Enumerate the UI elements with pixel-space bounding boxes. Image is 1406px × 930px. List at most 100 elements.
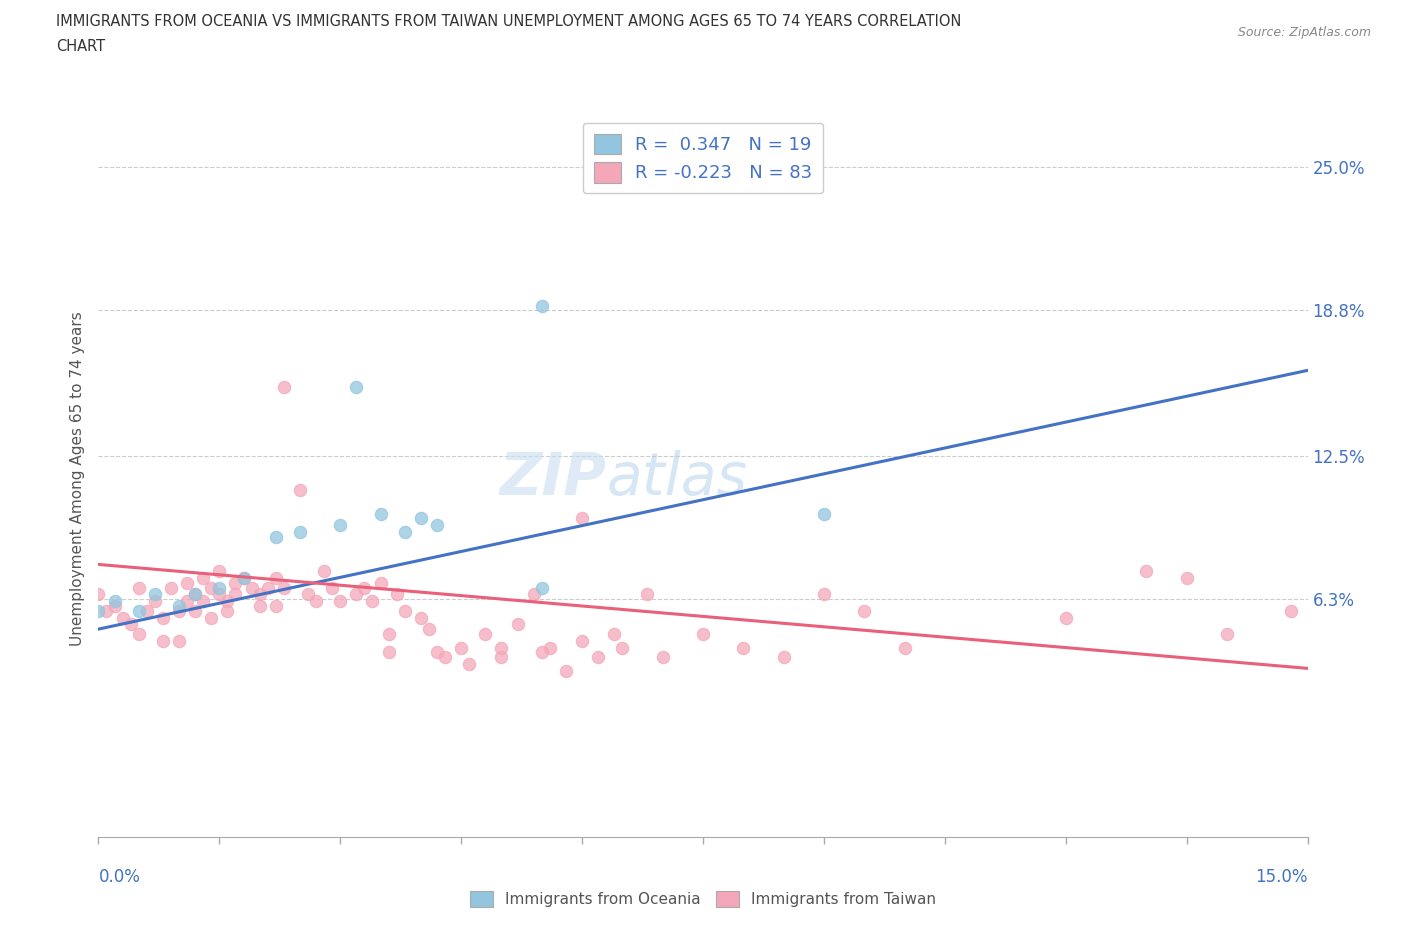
Point <box>87 604 110 618</box>
Point <box>288 525 311 539</box>
Point <box>314 564 336 578</box>
Legend: R =  0.347   N = 19, R = -0.223   N = 83: R = 0.347 N = 19, R = -0.223 N = 83 <box>583 123 823 193</box>
Point <box>264 599 287 614</box>
Point <box>1135 564 1157 578</box>
Point <box>111 610 134 625</box>
Point <box>377 626 399 641</box>
Point <box>530 644 553 659</box>
Point <box>329 594 352 609</box>
Point <box>491 640 513 655</box>
Point <box>152 610 174 625</box>
Point <box>530 299 553 313</box>
Point <box>426 644 449 659</box>
Point <box>176 576 198 591</box>
Point <box>1054 610 1077 625</box>
Y-axis label: Unemployment Among Ages 65 to 74 years: Unemployment Among Ages 65 to 74 years <box>69 312 84 646</box>
Point <box>636 587 658 602</box>
Point <box>208 580 231 595</box>
Point <box>249 599 271 614</box>
Point <box>409 511 432 525</box>
Point <box>344 379 367 394</box>
Legend: Immigrants from Oceania, Immigrants from Taiwan: Immigrants from Oceania, Immigrants from… <box>464 884 942 913</box>
Point <box>200 610 222 625</box>
Point <box>612 640 634 655</box>
Point <box>361 594 384 609</box>
Point <box>297 587 319 602</box>
Point <box>377 644 399 659</box>
Point <box>103 594 125 609</box>
Point <box>853 604 876 618</box>
Point <box>193 571 215 586</box>
Point <box>208 587 231 602</box>
Point <box>217 604 239 618</box>
Point <box>813 587 835 602</box>
Point <box>409 610 432 625</box>
Point <box>651 649 673 664</box>
Point <box>450 640 472 655</box>
Point <box>264 529 287 544</box>
Point <box>506 617 529 631</box>
Point <box>434 649 457 664</box>
Point <box>458 657 481 671</box>
Text: Source: ZipAtlas.com: Source: ZipAtlas.com <box>1237 26 1371 39</box>
Point <box>143 587 166 602</box>
Point <box>603 626 626 641</box>
Point <box>321 580 343 595</box>
Point <box>305 594 328 609</box>
Point <box>586 649 609 664</box>
Point <box>217 594 239 609</box>
Point <box>353 580 375 595</box>
Point <box>167 599 190 614</box>
Point <box>426 518 449 533</box>
Point <box>200 580 222 595</box>
Point <box>288 483 311 498</box>
Point <box>555 663 578 678</box>
Point <box>813 506 835 521</box>
Point <box>273 580 295 595</box>
Point <box>370 576 392 591</box>
Point <box>344 587 367 602</box>
Point <box>160 580 183 595</box>
Point <box>184 604 207 618</box>
Point <box>184 587 207 602</box>
Point <box>733 640 755 655</box>
Point <box>273 379 295 394</box>
Point <box>232 571 254 586</box>
Point <box>176 594 198 609</box>
Point <box>128 580 150 595</box>
Point <box>103 599 125 614</box>
Point <box>167 633 190 648</box>
Point <box>224 576 246 591</box>
Point <box>474 626 496 641</box>
Point <box>87 587 110 602</box>
Point <box>143 594 166 609</box>
Text: IMMIGRANTS FROM OCEANIA VS IMMIGRANTS FROM TAIWAN UNEMPLOYMENT AMONG AGES 65 TO : IMMIGRANTS FROM OCEANIA VS IMMIGRANTS FR… <box>56 14 962 29</box>
Point <box>128 604 150 618</box>
Point <box>530 580 553 595</box>
Text: CHART: CHART <box>56 39 105 54</box>
Point <box>1216 626 1239 641</box>
Point <box>120 617 142 631</box>
Point <box>128 626 150 641</box>
Point <box>249 587 271 602</box>
Point <box>167 604 190 618</box>
Point <box>193 594 215 609</box>
Text: 0.0%: 0.0% <box>98 868 141 885</box>
Point <box>692 626 714 641</box>
Point <box>152 633 174 648</box>
Point <box>96 604 118 618</box>
Point <box>208 564 231 578</box>
Text: ZIP: ZIP <box>499 450 606 508</box>
Text: 15.0%: 15.0% <box>1256 868 1308 885</box>
Point <box>538 640 561 655</box>
Point <box>394 604 416 618</box>
Point <box>1175 571 1198 586</box>
Point <box>571 511 593 525</box>
Point <box>418 621 440 636</box>
Point <box>329 518 352 533</box>
Point <box>264 571 287 586</box>
Point <box>523 587 546 602</box>
Point <box>184 587 207 602</box>
Point <box>491 649 513 664</box>
Point <box>224 587 246 602</box>
